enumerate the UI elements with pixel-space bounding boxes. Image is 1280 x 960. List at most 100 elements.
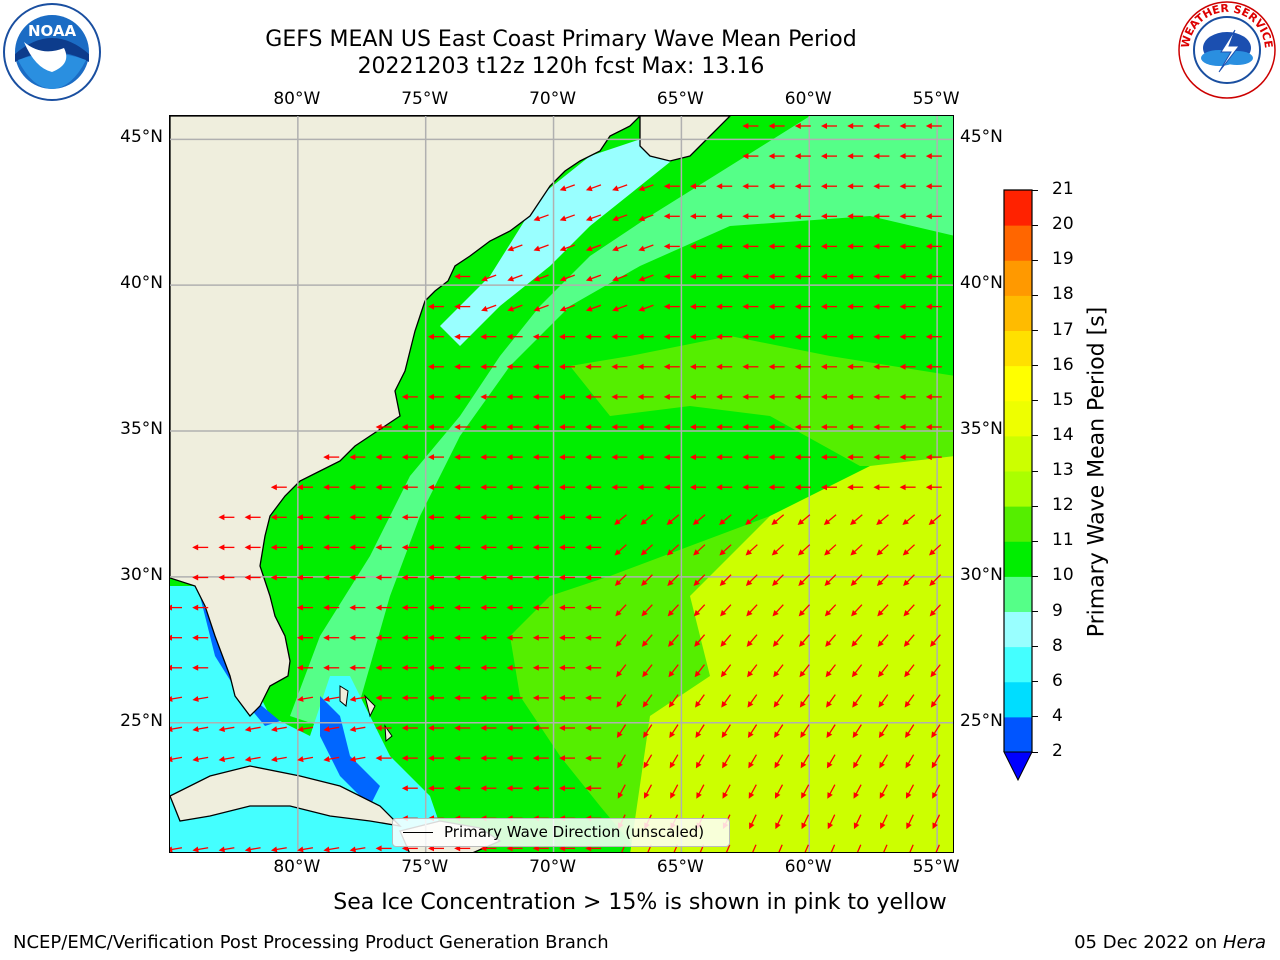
wave-arrow xyxy=(270,726,287,732)
wave-arrow xyxy=(668,694,679,708)
wave-arrow xyxy=(244,544,261,551)
wave-arrow xyxy=(878,724,889,739)
wave-arrow xyxy=(772,574,784,586)
wave-arrow xyxy=(170,634,182,641)
wave-arrow xyxy=(669,724,679,739)
wave-arrow xyxy=(899,424,916,430)
wave-arrow xyxy=(750,844,757,852)
wave-arrow xyxy=(742,123,759,129)
wave-arrow xyxy=(798,574,811,586)
map-subtitle-run: 20221203 t12z 120h fcst Max: 13.16 xyxy=(357,54,765,79)
wave-arrow xyxy=(532,363,549,370)
map-panel xyxy=(169,115,954,853)
wave-arrow xyxy=(851,604,863,617)
wave-arrow xyxy=(721,694,732,708)
lon-label-top: 65°W xyxy=(656,89,704,109)
wave-arrow xyxy=(507,244,523,252)
lon-label-top: 75°W xyxy=(401,89,449,109)
wave-arrow xyxy=(611,333,628,340)
wave-arrow xyxy=(559,785,575,792)
wave-arrow xyxy=(480,484,497,491)
wave-arrow xyxy=(585,514,602,521)
wave-arrow xyxy=(847,183,864,190)
wave-arrow xyxy=(930,694,941,708)
canada-land xyxy=(639,116,731,162)
wave-arrow xyxy=(768,303,785,310)
wave-arrow xyxy=(532,664,549,671)
wave-arrow xyxy=(506,393,523,400)
colorbar-tick-mark xyxy=(1032,505,1038,507)
nws-logo: WEATHER SERVICE xyxy=(1177,0,1277,104)
wave-arrow xyxy=(768,213,785,220)
colorbar-tick-mark xyxy=(1032,751,1038,753)
wave-arrow xyxy=(428,755,444,762)
wave-arrow xyxy=(323,514,340,521)
wave-arrow xyxy=(716,363,733,370)
wave-arrow xyxy=(616,694,627,708)
wave-arrow xyxy=(821,363,837,370)
wave-arrow xyxy=(559,304,575,312)
wave-arrow xyxy=(899,123,916,129)
wave-arrow xyxy=(746,634,758,647)
wave-arrow xyxy=(454,574,471,581)
wave-arrow xyxy=(614,544,627,556)
wave-arrow xyxy=(855,844,862,852)
wave-arrow xyxy=(776,844,783,852)
wave-arrow xyxy=(794,363,811,370)
wave-arrow xyxy=(670,784,679,799)
wave-arrow xyxy=(904,664,915,678)
wave-arrow xyxy=(745,514,758,526)
wave-arrow xyxy=(775,814,783,830)
sea-ice-note: Sea Ice Concentration > 15% is shown in … xyxy=(0,890,1280,915)
wave-arrow xyxy=(559,755,575,762)
wave-arrow xyxy=(585,484,602,491)
wave-arrow xyxy=(774,754,784,769)
wave-arrow xyxy=(480,694,497,701)
wave-arrow xyxy=(559,544,575,551)
wave-arrow xyxy=(899,273,916,280)
wave-arrow xyxy=(720,604,732,617)
wave-arrow xyxy=(903,604,915,617)
wave-arrow xyxy=(323,846,340,852)
wave-arrow xyxy=(668,634,679,647)
wave-arrow xyxy=(297,846,314,852)
wave-arrow xyxy=(375,574,392,581)
colorbar-tick-mark xyxy=(1032,259,1038,261)
wave-arrow xyxy=(847,424,864,430)
colorbar-swatch xyxy=(1004,506,1032,542)
wave-arrow xyxy=(506,514,523,521)
wave-arrow xyxy=(323,664,340,671)
lon-label-top: 80°W xyxy=(273,89,321,109)
wave-arrow xyxy=(428,484,444,491)
wave-arrow xyxy=(873,213,890,220)
wave-arrow xyxy=(323,756,340,763)
wave-arrow xyxy=(585,785,602,792)
wave-arrow xyxy=(454,544,471,551)
wave-arrow xyxy=(824,574,837,586)
colorbar-tick-mark xyxy=(1032,294,1038,296)
wave-arrow xyxy=(745,574,758,586)
wave-arrow xyxy=(428,514,444,521)
wave-arrow xyxy=(663,243,680,250)
wave-arrow xyxy=(694,664,705,678)
colorbar-extend-triangle xyxy=(1003,751,1033,782)
wave-arrow xyxy=(925,273,942,280)
wave-arrow xyxy=(667,574,680,586)
wave-arrow xyxy=(794,424,811,430)
colorbar-tick-label: 18 xyxy=(1052,284,1074,305)
footer-branch: NCEP/EMC/Verification Post Processing Pr… xyxy=(13,932,609,953)
wave-arrow xyxy=(768,153,785,160)
wave-arrow xyxy=(825,634,837,647)
wave-arrow xyxy=(616,664,627,678)
lat-label-right: 40°N xyxy=(960,273,1003,294)
wave-arrow xyxy=(716,243,733,250)
wave-arrow xyxy=(218,846,235,852)
wave-arrow xyxy=(375,484,392,491)
wave-arrow xyxy=(454,484,471,491)
wave-arrow xyxy=(879,754,888,769)
noaa-logo: NOAA xyxy=(2,2,102,106)
wave-arrow xyxy=(638,304,654,312)
wave-arrow xyxy=(244,514,261,521)
wave-arrow xyxy=(716,213,733,220)
wave-arrow xyxy=(925,153,942,160)
